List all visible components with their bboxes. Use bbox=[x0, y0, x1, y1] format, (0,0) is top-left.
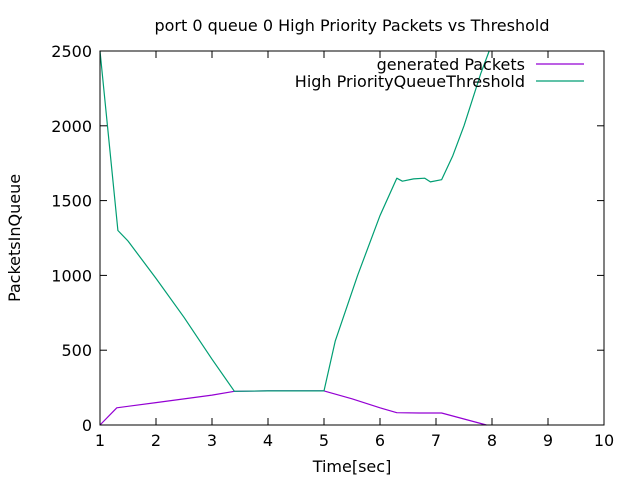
series-line-1 bbox=[99, 390, 487, 426]
legend-label-2: High PriorityQueueThreshold bbox=[295, 72, 525, 91]
x-tick-label: 7 bbox=[431, 431, 441, 450]
plot-frame bbox=[99, 50, 605, 426]
y-tick-label: 1500 bbox=[51, 192, 92, 211]
y-tick-label: 2000 bbox=[51, 117, 92, 136]
x-axis-label: Time[sec] bbox=[312, 457, 392, 476]
axis-ticks: 1 2 3 4 5 6 7 8 9 10 0 500 1000 1500 2000 2500 bbox=[51, 42, 614, 450]
legend-label-1: generated Packets bbox=[377, 55, 525, 74]
x-tick-label: 6 bbox=[375, 431, 385, 450]
series-line-2 bbox=[99, 50, 490, 392]
x-tick-label: 1 bbox=[95, 431, 105, 450]
x-tick-label: 10 bbox=[594, 431, 614, 450]
y-tick-label: 0 bbox=[82, 416, 92, 435]
x-tick-label: 8 bbox=[487, 431, 497, 450]
x-tick-label: 9 bbox=[543, 431, 553, 450]
x-tick-label: 4 bbox=[263, 431, 273, 450]
x-tick-label: 2 bbox=[151, 431, 161, 450]
x-tick-label: 5 bbox=[319, 431, 329, 450]
plot-series bbox=[99, 50, 490, 426]
chart-title: port 0 queue 0 High Priority Packets vs … bbox=[154, 16, 549, 35]
y-tick-label: 1000 bbox=[51, 266, 92, 285]
y-tick-label: 500 bbox=[61, 341, 92, 360]
x-tick-label: 3 bbox=[207, 431, 217, 450]
y-tick-label: 2500 bbox=[51, 42, 92, 61]
y-axis-label: PacketsInQueue bbox=[5, 174, 24, 302]
